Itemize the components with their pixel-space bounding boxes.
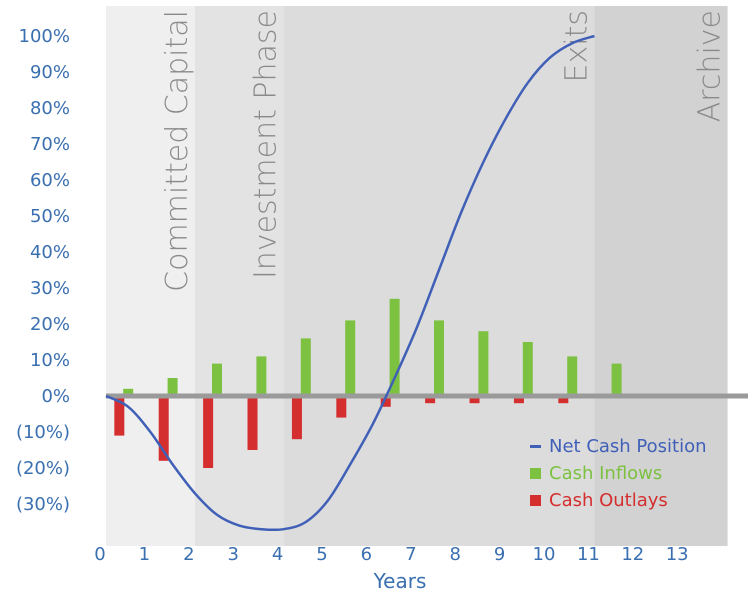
inflow-bar <box>478 331 489 396</box>
outlay-bar <box>336 396 347 418</box>
y-tick-label: 100% <box>19 26 70 47</box>
inflow-bar <box>300 338 311 396</box>
x-tick-label: 12 <box>621 544 644 565</box>
x-tick-label: 1 <box>139 544 150 565</box>
x-tick-label: 9 <box>494 544 505 565</box>
y-tick-label: 80% <box>30 98 70 119</box>
phase-bands <box>106 6 728 546</box>
inflow-bar <box>567 356 578 396</box>
y-tick-label: 20% <box>30 314 70 335</box>
legend-label: Cash Inflows <box>549 463 662 484</box>
inflow-bar <box>345 320 356 396</box>
phase-label: Investment Phase <box>249 10 284 279</box>
outlay-bar <box>114 396 125 436</box>
outlay-bar <box>513 396 524 404</box>
legend-swatch-box <box>530 468 541 479</box>
y-tick-label: 0% <box>41 386 70 407</box>
inflow-bar <box>522 342 533 396</box>
bar-series <box>114 298 622 468</box>
x-tick-label: 0 <box>94 544 105 565</box>
legend-swatch-box <box>530 495 541 506</box>
legend: Net Cash Position Cash Inflows Cash Outlay… <box>530 436 707 511</box>
x-axis-ticks: 0 1 2 3 4 5 6 7 8 9 10 11 12 13 <box>94 544 688 565</box>
outlay-bar <box>247 396 258 450</box>
x-tick-label: 10 <box>533 544 556 565</box>
outlay-bar <box>291 396 302 440</box>
inflow-bar <box>389 298 400 396</box>
phase-band <box>106 6 195 546</box>
x-tick-label: 13 <box>666 544 689 565</box>
phase-label: Committed Capital <box>160 10 195 292</box>
y-tick-label: (20%) <box>16 458 70 479</box>
x-tick-label: 8 <box>449 544 460 565</box>
y-tick-label: (10%) <box>16 422 70 443</box>
x-tick-label: 7 <box>405 544 416 565</box>
y-tick-label: 90% <box>30 62 70 83</box>
outlay-bar <box>425 396 436 404</box>
x-tick-label: 5 <box>316 544 327 565</box>
y-tick-label: (30%) <box>16 494 70 515</box>
phase-band <box>283 6 595 546</box>
inflow-bar <box>123 388 134 396</box>
x-tick-label: 4 <box>272 544 283 565</box>
inflow-bar <box>212 363 222 396</box>
y-tick-label: 40% <box>30 242 70 263</box>
net-cash-line <box>105 34 595 532</box>
y-tick-label: 30% <box>30 278 70 299</box>
inflow-bar <box>434 320 444 396</box>
y-tick-label: 70% <box>30 134 70 155</box>
outlay-bar <box>469 396 480 404</box>
y-tick-label: 50% <box>30 206 70 227</box>
y-axis-ticks: 100% 90% 80% 70% 60% 50% 40% 30% 20% 10% 0% (10%) (2… <box>16 26 70 515</box>
x-tick-label: 3 <box>227 544 238 565</box>
x-tick-label: 6 <box>361 544 372 565</box>
inflow-bar <box>611 363 622 396</box>
outlay-bar <box>203 396 214 468</box>
y-tick-label: 10% <box>30 350 70 371</box>
outlay-bar <box>380 396 391 407</box>
phase-band <box>594 6 728 546</box>
x-axis-label: Years <box>373 569 427 593</box>
y-tick-label: 60% <box>30 170 70 191</box>
outlay-bar <box>558 396 569 404</box>
legend-swatch-line <box>530 445 541 448</box>
phase-label: Archive <box>693 10 728 122</box>
phase-labels: Committed Capital Investment Phase Exits Ar… <box>160 10 728 292</box>
legend-label: Net Cash Position <box>549 436 707 457</box>
inflow-bar <box>256 356 267 396</box>
x-tick-label: 2 <box>183 544 194 565</box>
legend-label: Cash Outlays <box>549 490 668 511</box>
outlay-bar <box>158 396 169 461</box>
x-tick-label: 11 <box>577 544 600 565</box>
inflow-bar <box>167 378 178 396</box>
